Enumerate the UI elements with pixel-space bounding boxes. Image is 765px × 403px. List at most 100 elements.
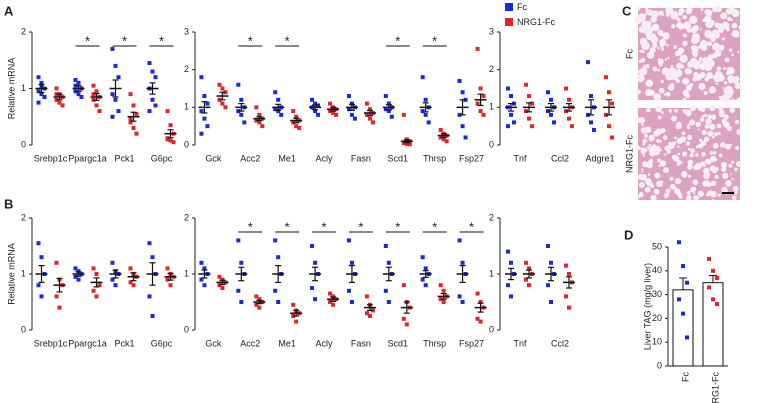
data-point [199, 131, 204, 136]
data-point [524, 260, 528, 265]
lipid-droplet [714, 22, 720, 28]
data-point [205, 124, 210, 129]
lipid-droplet [734, 190, 737, 193]
data-point [438, 283, 443, 288]
data-point [168, 123, 173, 128]
lipid-droplet [703, 136, 710, 142]
data-point [276, 97, 281, 102]
lipid-droplet [721, 172, 729, 180]
lipid-droplet [717, 74, 725, 82]
lipid-droplet [661, 47, 665, 51]
significance-label: * [159, 33, 164, 48]
data-point [524, 109, 528, 114]
y-tick-label: 10 [652, 337, 662, 347]
image-label: NRG1-Fc [624, 135, 634, 173]
lipid-droplet [682, 33, 687, 38]
lipid-droplet [711, 42, 721, 51]
data-point [567, 305, 571, 310]
y-tick-label: 2 [21, 212, 26, 222]
lipid-droplet [637, 195, 641, 199]
data-point [134, 131, 139, 136]
lipid-droplet [686, 28, 692, 33]
y-tick-label: 0 [489, 324, 494, 334]
y-tick-label: 30 [652, 289, 662, 299]
lipid-droplet [724, 57, 730, 63]
lipid-droplet [692, 24, 700, 32]
data-point [607, 90, 611, 95]
data-point [36, 100, 41, 105]
lipid-droplet [682, 97, 687, 102]
data-point [546, 244, 550, 248]
lipid-droplet [681, 171, 686, 175]
panel-label: C [622, 3, 632, 18]
lipid-droplet [675, 124, 681, 130]
data-point [530, 101, 534, 106]
lipid-droplet [668, 143, 675, 150]
y-tick-label: 3 [489, 26, 494, 36]
lipid-droplet [677, 121, 682, 126]
data-point [567, 116, 571, 121]
lipid-droplet [677, 152, 681, 156]
data-point [239, 300, 244, 304]
lipid-droplet [731, 9, 740, 18]
data-point [524, 82, 528, 87]
legend-swatch [505, 18, 513, 26]
data-point [349, 101, 354, 106]
lipid-droplet [662, 32, 670, 40]
data-point [404, 322, 409, 327]
data-point [150, 255, 155, 260]
data-point [681, 311, 685, 316]
data-point [94, 294, 99, 299]
x-tick-label: Fsp27 [459, 153, 484, 163]
data-point [113, 283, 118, 288]
lipid-droplet [698, 44, 703, 49]
lipid-droplet [728, 164, 733, 168]
data-point [567, 272, 571, 276]
data-point [310, 286, 315, 290]
data-point [147, 241, 152, 246]
x-tick-label: Ccl2 [551, 153, 569, 163]
data-point [364, 101, 369, 106]
data-point [610, 135, 614, 140]
data-point [242, 120, 247, 125]
data-point [254, 302, 259, 307]
data-point [273, 107, 278, 112]
lipid-droplet [725, 8, 733, 15]
data-point [549, 97, 553, 102]
lipid-droplet [644, 133, 649, 138]
lipid-droplet [715, 82, 719, 85]
data-point [349, 300, 354, 304]
lipid-droplet [685, 141, 691, 146]
x-tick-label: Acc2 [240, 338, 260, 348]
data-point [294, 124, 299, 129]
lipid-droplet [665, 72, 674, 81]
lipid-droplet [646, 161, 653, 169]
data-point [401, 283, 406, 288]
lipid-droplet [673, 188, 679, 194]
data-point [236, 238, 241, 243]
data-point [715, 302, 719, 307]
lipid-droplet [650, 158, 653, 161]
bar [672, 289, 694, 367]
lipid-droplet [733, 75, 740, 82]
lipid-droplet [636, 6, 641, 11]
significance-label: * [395, 219, 400, 234]
data-point [297, 126, 302, 131]
lipid-droplet [655, 105, 663, 113]
data-point [549, 112, 553, 117]
lipid-droplet [636, 74, 645, 83]
lipid-droplet [695, 145, 700, 149]
lipid-droplet [714, 34, 717, 38]
data-point [527, 283, 531, 288]
y-tick-label: 1 [489, 268, 494, 278]
data-point [401, 112, 406, 117]
data-point [334, 112, 339, 117]
significance-label: * [432, 33, 437, 48]
significance-label: * [395, 33, 400, 48]
lipid-droplet [720, 95, 726, 101]
data-point [677, 240, 681, 245]
data-point [39, 255, 44, 260]
data-point [527, 94, 531, 99]
data-point [110, 114, 115, 119]
lipid-droplet [676, 17, 681, 22]
